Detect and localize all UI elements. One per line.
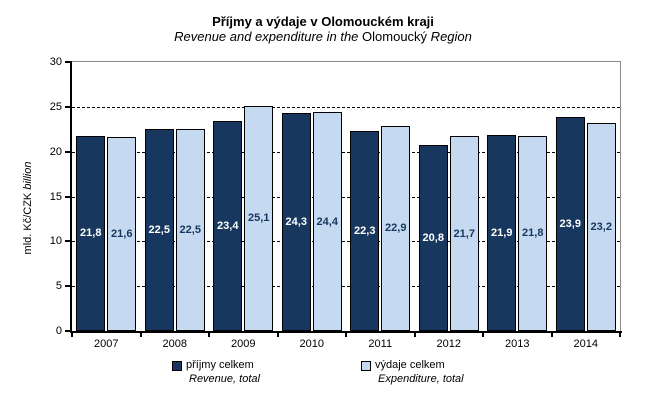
y-tick-mark <box>65 105 70 108</box>
y-tick-label-5: 5 <box>55 280 62 293</box>
bar-value-label: 24,3 <box>285 216 307 229</box>
y-tick-label-20: 20 <box>49 145 62 158</box>
bar-2010-revenue: 24,3 <box>281 113 311 331</box>
y-tick-label-15: 15 <box>49 190 62 203</box>
x-tick-mark <box>619 333 621 337</box>
bar-2013-expenditure: 21,8 <box>518 135 548 331</box>
gridline-5 <box>72 286 620 288</box>
plot-border-top <box>71 61 621 62</box>
chart-subtitle: Revenue and expenditure in the Olomoucký… <box>0 29 646 44</box>
y-tick-label-25: 25 <box>49 100 62 113</box>
y-tick-mark <box>65 61 70 63</box>
chart-subtitle-tail: Region <box>427 29 472 44</box>
bar-value-label: 24,4 <box>316 215 338 228</box>
revenue-legend-swatch-icon <box>172 361 182 371</box>
bar-2011-revenue: 22,3 <box>350 131 380 331</box>
y-tick-mark <box>65 240 70 243</box>
x-tick-mark <box>208 333 210 337</box>
bar-value-label: 22,3 <box>354 225 376 238</box>
bar-2009-expenditure: 25,1 <box>244 105 274 331</box>
y-tick-mark <box>65 150 70 153</box>
legend-expenditure-sublabel: Expenditure, total <box>378 373 464 385</box>
bar-2009-revenue: 23,4 <box>213 121 243 331</box>
bar-value-label: 21,8 <box>522 227 544 240</box>
bar-2007-expenditure: 21,6 <box>107 137 137 331</box>
bar-2011-expenditure: 22,9 <box>381 125 411 331</box>
bar-2014-revenue: 23,9 <box>555 116 585 331</box>
bar-2007-revenue: 21,8 <box>76 135 106 331</box>
bar-value-label: 23,4 <box>217 220 239 233</box>
chart-subtitle-lead: Revenue and expenditure in the <box>174 29 363 44</box>
bar-value-label: 22,9 <box>385 222 407 235</box>
expenditure-legend-swatch-icon <box>361 361 371 371</box>
bar-value-label: 21,8 <box>80 227 102 240</box>
bar-value-label: 22,5 <box>179 224 201 237</box>
y-axis-title-italic: billion <box>22 161 34 190</box>
gridline-20 <box>72 151 620 153</box>
legend-revenue-text: příjmy celkem Revenue, total <box>186 358 260 386</box>
x-tick-mark <box>345 333 347 337</box>
plot-border-right <box>620 61 621 332</box>
bar-2008-expenditure: 22,5 <box>175 129 205 331</box>
legend-expenditure-label: výdaje celkem <box>375 359 445 371</box>
legend-revenue-sublabel: Revenue, total <box>189 373 260 385</box>
bar-2008-revenue: 22,5 <box>144 129 174 331</box>
legend-revenue-label: příjmy celkem <box>186 359 254 371</box>
bar-value-label: 21,7 <box>453 227 475 240</box>
x-tick-mark <box>413 333 416 337</box>
bar-2010-expenditure: 24,4 <box>312 112 342 331</box>
x-tick-mark <box>71 333 73 337</box>
y-axis-line <box>70 61 72 332</box>
legend-expenditure-text: výdaje celkem Expenditure, total <box>375 358 464 386</box>
bar-value-label: 23,9 <box>559 217 581 230</box>
y-tick-label-0: 0 <box>55 325 62 337</box>
x-tick-mark <box>276 333 279 337</box>
bar-2012-revenue: 20,8 <box>418 144 448 331</box>
x-category-label-2010: 2010 <box>299 338 324 350</box>
plot-area: 21,8 22,5 23,4 24,3 22,3 20,8 21,9 23,9 21,6 22,5… <box>72 62 620 331</box>
x-category-label-2009: 2009 <box>231 338 256 350</box>
x-category-label-2012: 2012 <box>436 338 461 350</box>
bar-2013-revenue: 21,9 <box>487 134 517 331</box>
x-tick-mark <box>550 333 553 337</box>
bar-value-label: 21,6 <box>111 228 133 241</box>
bar-value-label: 25,1 <box>248 212 270 225</box>
y-axis-title: mld. Kč/CZK billion <box>22 118 36 298</box>
x-category-label-2013: 2013 <box>505 338 530 350</box>
bar-value-label: 21,9 <box>491 226 513 239</box>
gridline-10 <box>72 241 620 243</box>
x-tick-mark <box>482 333 484 337</box>
x-category-label-2007: 2007 <box>94 338 119 350</box>
chart-subtitle-region-name: Olomoucký <box>362 29 428 44</box>
gridline-25 <box>72 106 620 108</box>
y-tick-label-30: 30 <box>49 56 62 68</box>
y-tick-mark <box>65 330 70 332</box>
x-tick-mark <box>139 333 142 337</box>
x-category-label-2014: 2014 <box>573 338 598 350</box>
bar-value-label: 23,2 <box>590 220 612 233</box>
y-tick-mark <box>65 195 70 198</box>
gridline-15 <box>72 196 620 198</box>
y-tick-label-10: 10 <box>49 235 62 248</box>
legend-item-revenue: příjmy celkem Revenue, total <box>172 358 260 386</box>
legend-item-expenditure: výdaje celkem Expenditure, total <box>361 358 464 386</box>
chart-title: Příjmy a výdaje v Olomouckém kraji <box>212 14 434 29</box>
bar-2012-expenditure: 21,7 <box>449 136 479 331</box>
bar-2014-expenditure: 23,2 <box>586 122 616 331</box>
bar-value-label: 20,8 <box>422 231 444 244</box>
y-tick-mark <box>65 285 70 288</box>
x-category-label-2011: 2011 <box>368 338 393 350</box>
bar-value-label: 22,5 <box>148 224 170 237</box>
x-category-label-2008: 2008 <box>162 338 187 350</box>
y-axis-title-regular: mld. Kč/CZK <box>22 189 34 255</box>
x-axis-line <box>70 331 622 333</box>
